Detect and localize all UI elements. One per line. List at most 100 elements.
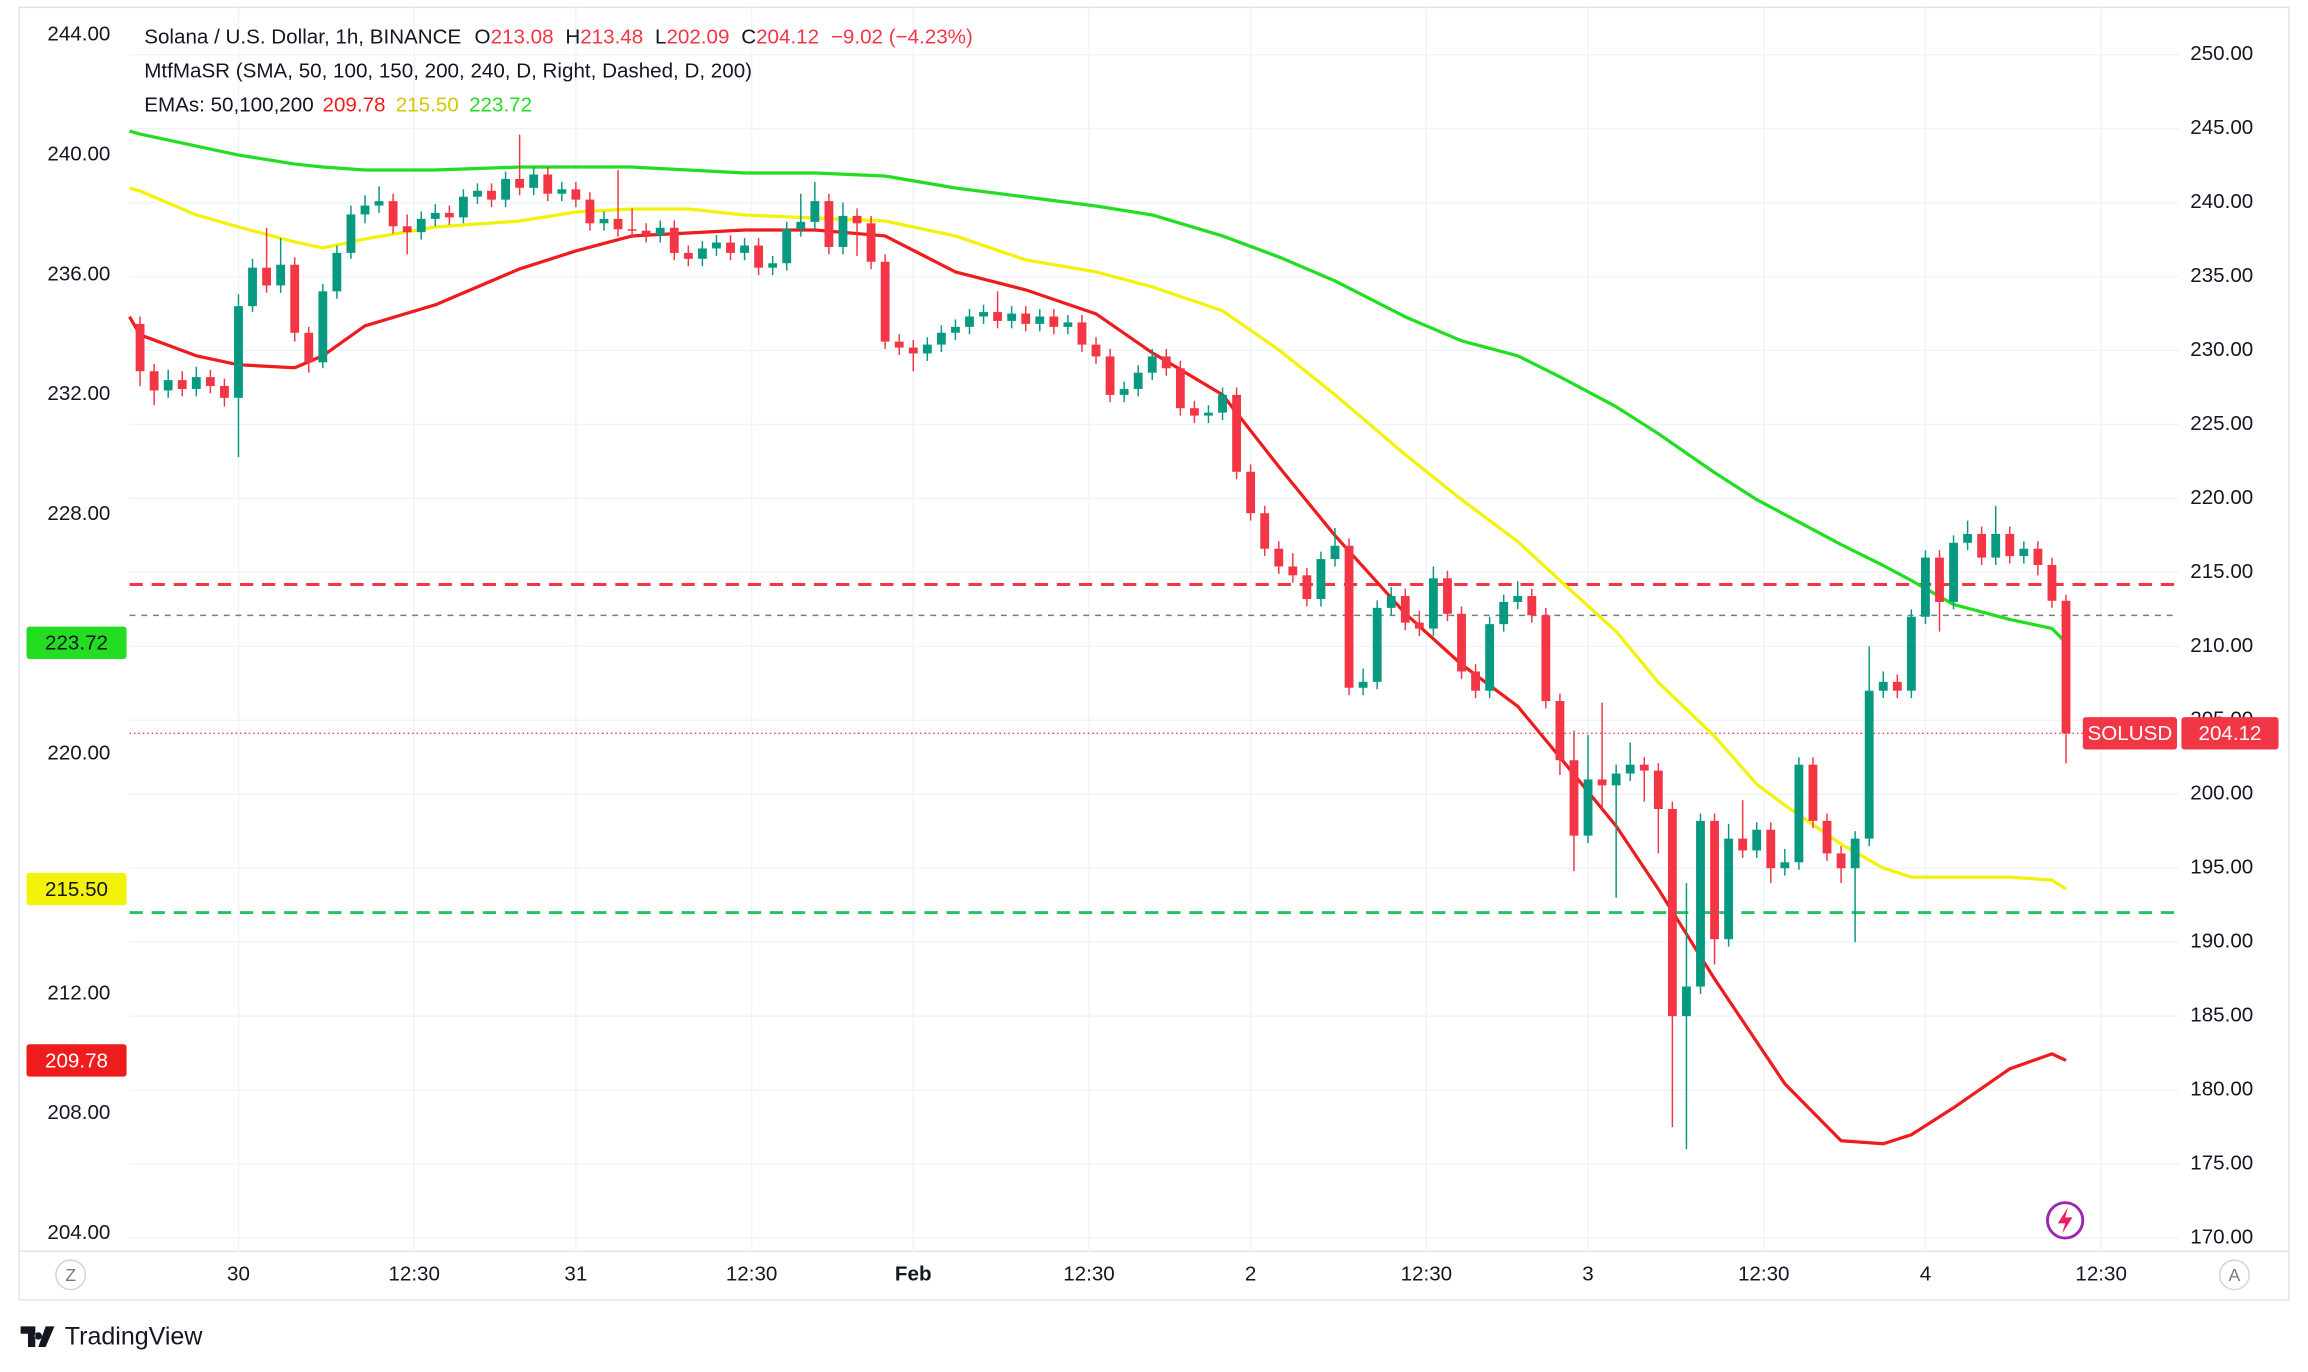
ema-tag-bg [26, 626, 127, 659]
candle-body [838, 215, 848, 247]
candle-body [1991, 533, 2001, 558]
legend-ohlc-value: 202.09 [666, 26, 729, 49]
log-button-ring[interactable] [55, 1259, 87, 1291]
candle-body [1625, 764, 1635, 774]
candle-body [557, 189, 567, 194]
auto-button-ring[interactable] [2218, 1259, 2250, 1291]
candle-body [1077, 322, 1087, 345]
ema-line [129, 129, 2068, 644]
candle-body [768, 263, 778, 268]
legend-ohlc-value: 213.48 [580, 26, 643, 49]
candle-body [712, 242, 721, 249]
y-tick-label: 215.00 [2190, 560, 2253, 583]
candle-body [585, 199, 595, 224]
x-tick-label: 12:30 [388, 1262, 440, 1285]
candle-body [1232, 394, 1242, 472]
legend-ema-label: EMAs: 50,100,200 [144, 93, 313, 116]
chart-frame [18, 6, 2290, 1301]
candle-body [1864, 690, 1874, 839]
candle-body [1836, 853, 1846, 869]
candle-body [1527, 596, 1537, 616]
candle-body [205, 377, 215, 387]
legend-ohlc-letter: L [655, 26, 666, 49]
candle-body [515, 178, 525, 188]
candle-body [318, 291, 328, 363]
y-tick-label: 250.00 [2190, 42, 2253, 65]
ema-tag-bg [26, 872, 127, 906]
candle-body [220, 386, 229, 398]
candle-body [1021, 313, 1031, 324]
candle-body [529, 174, 539, 188]
candle-body [191, 377, 201, 389]
candle-body [1204, 412, 1213, 416]
y2-tick-label: 236.00 [47, 262, 110, 285]
candle-body [2005, 533, 2015, 557]
candle-body [1302, 575, 1312, 600]
candle-body [740, 245, 749, 253]
candle-body [936, 332, 946, 345]
candle-body [1906, 616, 1916, 691]
levels [129, 583, 2179, 915]
candle-body [627, 229, 637, 231]
candle-body [669, 227, 679, 253]
y-tick-label: 185.00 [2190, 1004, 2253, 1027]
candle-body [951, 326, 960, 333]
auto-button[interactable]: A [2229, 1265, 2241, 1285]
candle-body [2061, 600, 2071, 734]
candle-body [430, 212, 440, 219]
candle-body [1386, 596, 1396, 608]
candle-body [1653, 770, 1663, 810]
candle-body [1260, 513, 1270, 549]
candle-body [1513, 596, 1523, 602]
candle-body [1766, 829, 1776, 869]
candle-body [149, 371, 159, 391]
candle-body [1541, 615, 1551, 702]
candle-body [1246, 471, 1256, 514]
candle-body [374, 201, 384, 206]
candle-body [1780, 862, 1790, 869]
legend-ema-value: 209.78 [323, 93, 386, 116]
brand-name: TradingView [65, 1323, 204, 1351]
candle-body [276, 264, 286, 286]
candle-body [1119, 388, 1129, 395]
candle-body [1682, 986, 1691, 1017]
candle-body [979, 312, 988, 317]
y2-tick-label: 240.00 [47, 142, 110, 165]
y2-tick-label: 212.00 [47, 981, 110, 1004]
candle-body [1822, 820, 1832, 854]
lightning-icon[interactable] [2045, 1201, 2085, 1240]
candle-body [487, 190, 496, 200]
log-button[interactable]: Z [65, 1265, 76, 1285]
candle-body [2019, 548, 2029, 557]
candle-body [894, 341, 904, 348]
y-tick-label: 180.00 [2190, 1078, 2253, 1101]
candle-body [726, 242, 735, 253]
y2-tick-label: 228.00 [47, 502, 110, 525]
candle-body [1878, 681, 1888, 691]
legend: Solana / U.S. Dollar, 1h, BINANCE O 213.08… [144, 26, 973, 117]
candle-body [1344, 545, 1354, 688]
y-tick-label: 245.00 [2190, 116, 2253, 139]
x-tick-label: 12:30 [726, 1262, 778, 1285]
ema-lines [128, 129, 2068, 1146]
candle-body [922, 344, 932, 354]
candle-body [248, 267, 257, 307]
legend-symbol: Solana / U.S. Dollar, 1h, BINANCE [144, 26, 461, 49]
brand-logo [20, 1326, 55, 1347]
candle-body [473, 190, 482, 197]
candle-body [1963, 533, 1973, 543]
candle-body [782, 229, 792, 264]
y-tick-label: 190.00 [2190, 930, 2253, 953]
y2-tick-label: 204.00 [47, 1221, 110, 1244]
price-tag-bg [2181, 717, 2279, 750]
candle-body [444, 212, 454, 218]
candle-body [501, 178, 510, 200]
lightning-bolt [2057, 1207, 2073, 1234]
candle-body [796, 221, 806, 230]
candle-body [1921, 557, 1930, 617]
candle-body [1738, 838, 1748, 851]
x-tick-label: 31 [564, 1262, 587, 1285]
candle-body [1414, 622, 1424, 629]
